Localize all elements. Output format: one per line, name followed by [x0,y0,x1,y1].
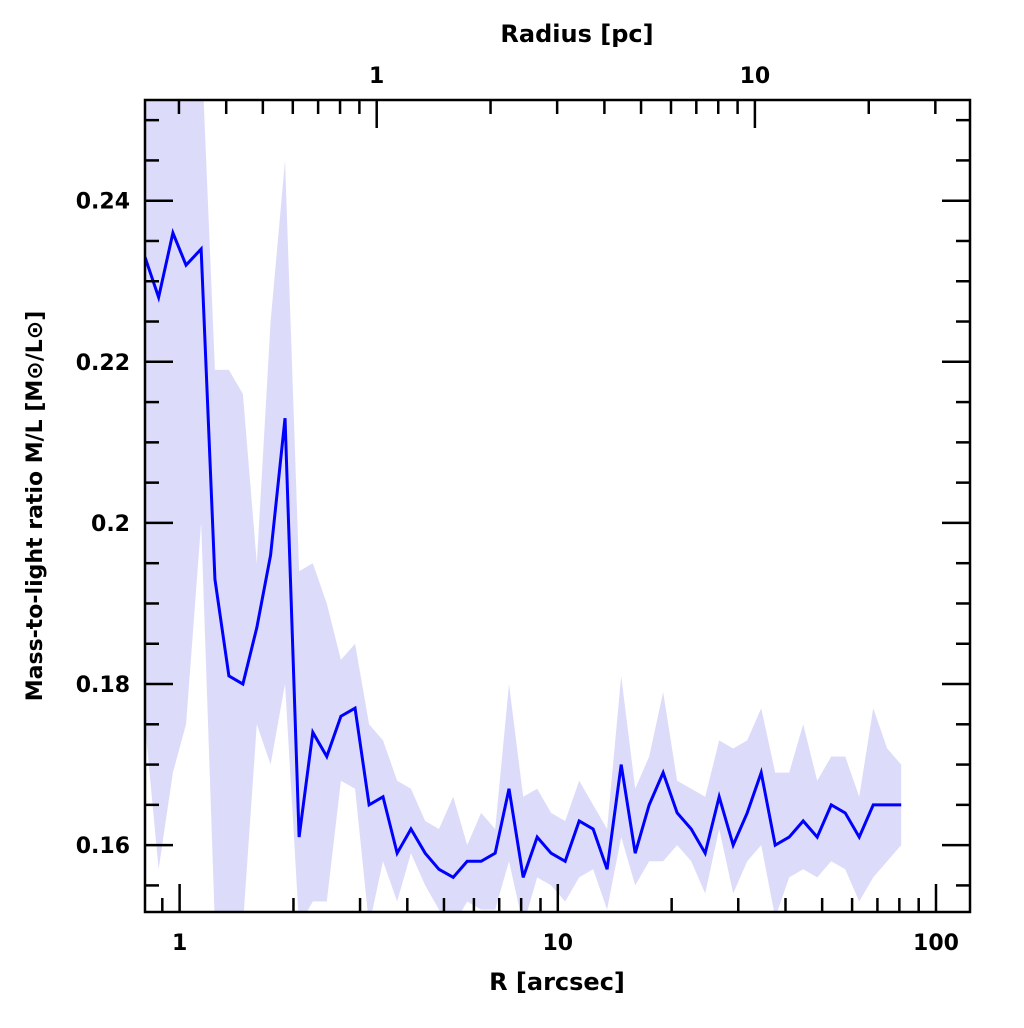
top-axis-label: Radius [pc] [500,20,653,48]
x-axis-label: R [arcsec] [489,968,625,996]
y-tick-label: 0.24 [76,190,130,215]
y-tick-label: 0.18 [76,673,130,698]
uncertainty-band [145,40,901,926]
top-tick-label: 10 [740,64,771,89]
x-tick-label: 1 [172,931,187,956]
y-axis-label: Mass-to-light ratio M/L [M⊙/L⊙] [23,311,48,702]
y-tick-label: 0.2 [91,512,130,537]
top-tick-label: 1 [369,64,384,89]
y-tick-label: 0.22 [76,351,130,376]
y-tick-label: 0.16 [76,834,130,859]
x-tick-label: 10 [542,931,573,956]
x-tick-label: 100 [913,931,959,956]
